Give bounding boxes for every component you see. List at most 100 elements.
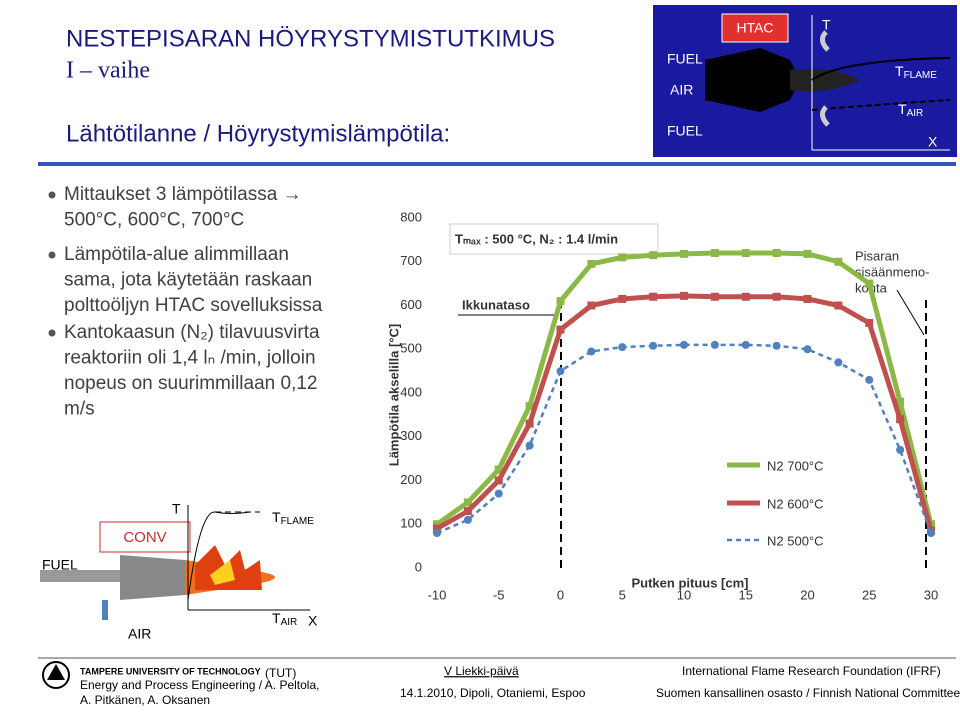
label: HTAC bbox=[736, 20, 773, 36]
y-tick-label: 700 bbox=[400, 253, 422, 268]
x-tick-label: 15 bbox=[739, 587, 753, 602]
annotation: Ikkunataso bbox=[462, 297, 530, 312]
point bbox=[834, 257, 843, 266]
point bbox=[896, 415, 905, 424]
bullet-text: nopeus on suurimmillaan 0,12 bbox=[64, 373, 318, 394]
conv-diagram: CONV T TFLAME FUEL AIR TAIR X bbox=[40, 501, 318, 642]
point bbox=[865, 375, 874, 384]
label: FUEL bbox=[667, 51, 703, 67]
university: TAMPERE UNIVERSITY OF TECHNOLOGY bbox=[80, 666, 261, 676]
point bbox=[525, 402, 534, 411]
footer: TAMPERE UNIVERSITY OF TECHNOLOGY (TUT) E… bbox=[38, 657, 960, 707]
point bbox=[772, 292, 781, 301]
x-tick-label: 20 bbox=[800, 587, 814, 602]
bullet-dot bbox=[48, 251, 56, 259]
point bbox=[587, 347, 596, 356]
point bbox=[649, 292, 658, 301]
bullet-text: reaktoriin oli 1,4 lₙ /min, jolloin bbox=[64, 348, 316, 369]
title: NESTEPISARAN HÖYRYSTYMISTUTKIMUS bbox=[66, 25, 555, 52]
label: FUEL bbox=[667, 123, 703, 139]
divider bbox=[38, 162, 956, 166]
annotation: Tₘₐₓ : 500 °C, N₂ : 1.4 l/min bbox=[455, 231, 618, 246]
point bbox=[618, 343, 627, 352]
x-tick-label: 10 bbox=[677, 587, 691, 602]
label: AIR bbox=[670, 82, 693, 98]
point bbox=[556, 325, 565, 334]
point bbox=[927, 529, 935, 537]
x-tick-label: 5 bbox=[619, 587, 626, 602]
series-line bbox=[435, 293, 934, 532]
point bbox=[834, 301, 843, 310]
point bbox=[587, 301, 596, 310]
point bbox=[803, 294, 812, 303]
label: TAIR bbox=[272, 610, 297, 628]
point bbox=[463, 498, 472, 507]
point bbox=[494, 476, 503, 485]
point bbox=[865, 319, 874, 327]
dept: Energy and Process Engineering / A. Pelt… bbox=[80, 678, 319, 692]
y-tick-label: 0 bbox=[415, 559, 422, 574]
label: X bbox=[928, 134, 938, 150]
label: T bbox=[172, 501, 181, 517]
legend-label: N2 700°C bbox=[767, 458, 824, 473]
point bbox=[587, 259, 596, 268]
point bbox=[710, 292, 719, 301]
point bbox=[834, 358, 843, 367]
point bbox=[649, 251, 658, 260]
point bbox=[433, 524, 441, 533]
bullet-text: Mittaukset 3 lämpötilassa → bbox=[64, 184, 302, 205]
bullet-dot bbox=[48, 191, 56, 199]
point bbox=[741, 292, 750, 301]
chart: Tₘₐₓ : 500 °C, N₂ : 1.4 l/min Ikkunataso… bbox=[386, 209, 938, 602]
label: X bbox=[308, 613, 318, 629]
legend-label: N2 600°C bbox=[767, 496, 824, 511]
point bbox=[618, 294, 627, 303]
point bbox=[525, 419, 534, 428]
bullet-text: sama, jota käytetään raskaan bbox=[64, 270, 312, 291]
point bbox=[772, 341, 781, 350]
label: CONV bbox=[123, 529, 166, 546]
bullet-text: Lämpötila-alue alimmillaan bbox=[64, 244, 289, 265]
bullet-text: m/s bbox=[64, 399, 95, 420]
point bbox=[680, 249, 688, 258]
point bbox=[680, 340, 688, 349]
authors: A. Pitkänen, A. Oksanen bbox=[80, 693, 210, 707]
point bbox=[710, 340, 719, 349]
bullet-dot bbox=[48, 329, 56, 337]
heading: Lähtötilanne / Höyrystymislämpötila: bbox=[66, 120, 450, 147]
bullet-text: Kantokaasun (N₂) tilavuusvirta bbox=[64, 322, 320, 343]
bullet-text: 500°C, 600°C, 700°C bbox=[64, 210, 244, 231]
y-tick-label: 500 bbox=[400, 341, 422, 356]
point bbox=[741, 249, 750, 257]
series-line bbox=[436, 343, 933, 535]
point bbox=[618, 253, 627, 262]
bullet-text: polttoöljyn HTAC sovelluksissa bbox=[64, 295, 323, 316]
point bbox=[433, 520, 441, 529]
point bbox=[896, 445, 905, 454]
point bbox=[803, 345, 812, 354]
point bbox=[433, 529, 441, 537]
y-tick-label: 800 bbox=[400, 209, 422, 224]
abbr: (TUT) bbox=[265, 666, 296, 680]
point bbox=[463, 515, 472, 524]
legend-label: N2 500°C bbox=[767, 533, 824, 548]
label: AIR bbox=[128, 626, 151, 642]
point bbox=[556, 367, 565, 376]
bullet-list: Mittaukset 3 lämpötilassa → 500°C, 600°C,… bbox=[48, 184, 323, 420]
point bbox=[803, 249, 812, 258]
point bbox=[494, 465, 503, 474]
point bbox=[896, 397, 905, 406]
htac-diagram: HTAC FUEL AIR FUEL T TFLAME TAIR X bbox=[653, 5, 957, 157]
label: TFLAME bbox=[895, 63, 937, 81]
point bbox=[649, 341, 658, 350]
point bbox=[710, 249, 719, 257]
point bbox=[556, 297, 565, 306]
y-tick-label: 300 bbox=[400, 428, 422, 443]
x-axis-label: Putken pituus [cm] bbox=[631, 575, 748, 590]
point bbox=[463, 507, 472, 516]
y-tick-label: 200 bbox=[400, 472, 422, 487]
org-sub: Suomen kansallinen osasto / Finnish Nati… bbox=[656, 686, 960, 700]
point bbox=[741, 340, 750, 349]
label: TFLAME bbox=[272, 509, 314, 527]
